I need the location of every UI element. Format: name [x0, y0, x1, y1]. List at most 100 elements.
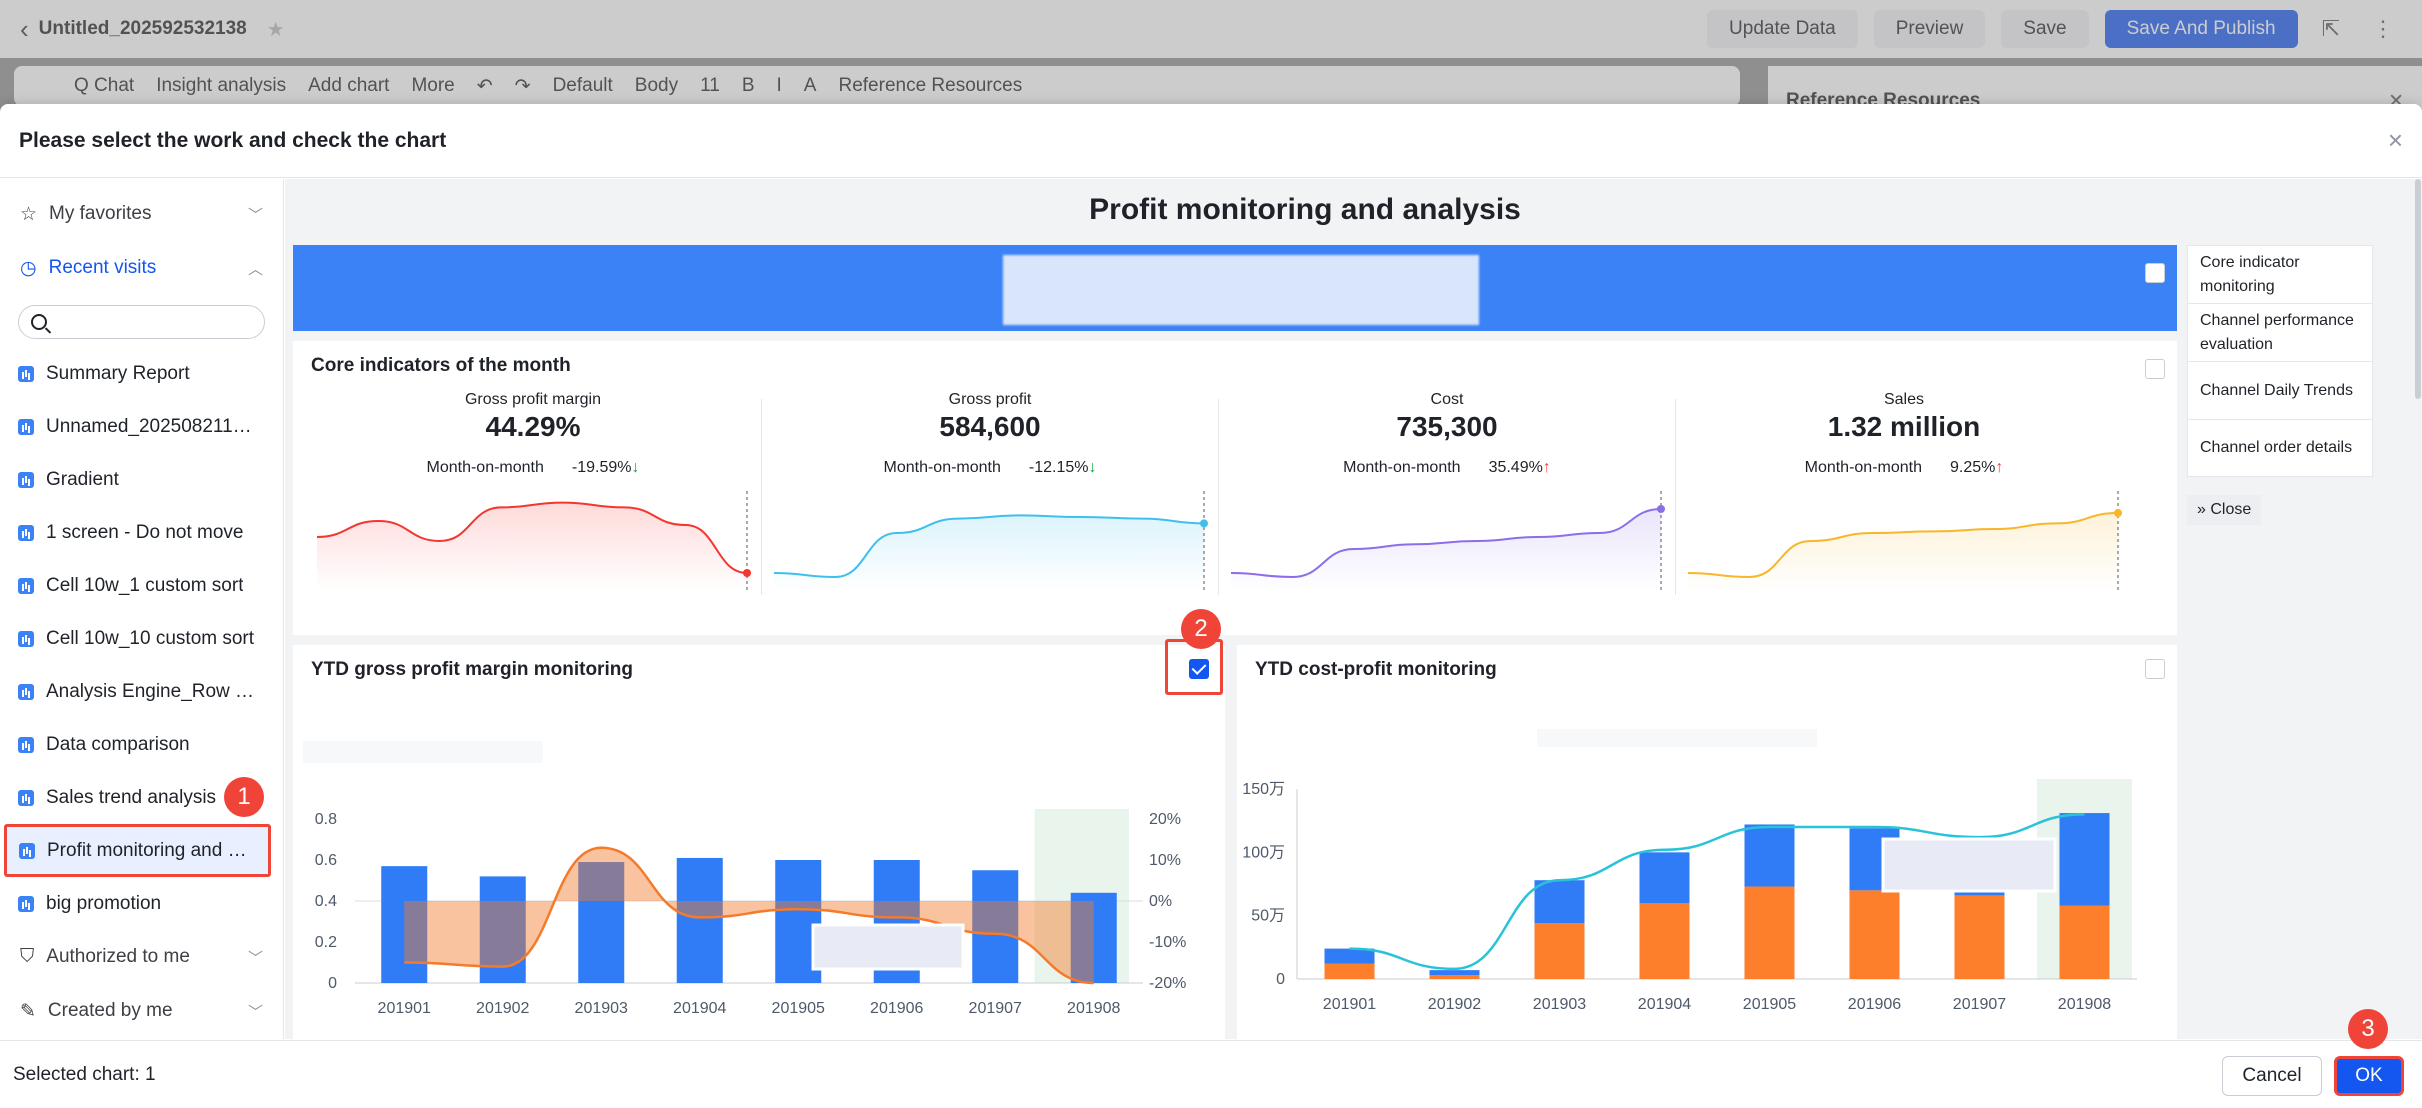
chart-icon — [18, 630, 34, 647]
kpi-mom-label: Month-on-month — [883, 459, 1001, 476]
toolbar-body[interactable]: Body — [634, 75, 679, 96]
created-by-me-group[interactable]: ✎ Created by me ﹀ — [0, 984, 283, 1038]
stacked-bar-top — [1744, 824, 1795, 887]
work-item-1-screen[interactable]: 1 screen - Do not move — [0, 506, 283, 559]
work-search-input[interactable] — [18, 305, 265, 339]
work-item-profit-monitoring[interactable]: Profit monitoring and a... — [4, 824, 271, 877]
x-tick-label: 201904 — [673, 1000, 726, 1017]
kpi-sparkline — [317, 491, 751, 591]
chart-icon — [18, 895, 34, 912]
toolbar-reference-resources[interactable]: Reference Resources — [838, 75, 1023, 96]
edit-icon: ✎ — [20, 1000, 36, 1022]
kpi-mom-value: 9.25% — [1950, 459, 1996, 476]
work-item-big-promotion[interactable]: big promotion — [0, 877, 283, 930]
toolbar-more[interactable]: More — [411, 75, 455, 96]
sparkline-area — [774, 515, 1204, 591]
work-item-label: Analysis Engine_Row a... — [46, 680, 256, 702]
outline-item-order-details[interactable]: Channel order details — [2187, 419, 2373, 477]
kpi-sparkline — [1231, 491, 1665, 591]
x-tick-label: 201903 — [1533, 996, 1586, 1013]
x-tick-label: 201908 — [1067, 1000, 1120, 1017]
work-item-unnamed[interactable]: Unnamed_2025082116... — [0, 400, 283, 453]
ok-button[interactable]: OK — [2334, 1056, 2404, 1096]
chart-title: YTD gross profit margin monitoring — [311, 659, 633, 680]
core-indicators-checkbox[interactable] — [2145, 359, 2165, 379]
kpi-divider — [1218, 399, 1219, 595]
chart-icon — [18, 577, 34, 594]
toolbar-italic[interactable]: I — [776, 75, 782, 96]
toolbar-default[interactable]: Default — [552, 75, 613, 96]
doc-title: Untitled_202592532138 — [38, 18, 247, 39]
work-item-analysis-engine[interactable]: Analysis Engine_Row a... — [0, 665, 283, 718]
work-item-sales-trend[interactable]: Sales trend analysis — [0, 771, 283, 824]
work-item-gradient[interactable]: Gradient — [0, 453, 283, 506]
stacked-bar-bottom — [1534, 923, 1585, 979]
undo-icon[interactable]: ↶ — [476, 75, 493, 97]
preview-scrollbar[interactable] — [2415, 179, 2421, 399]
stacked-bar-bottom — [1324, 963, 1375, 979]
outline-item-channel-performance[interactable]: Channel performance evaluation — [2187, 303, 2373, 361]
x-tick-label: 201901 — [1323, 996, 1376, 1013]
legend-placeholder — [303, 741, 543, 763]
ytd-cost-profit-chart: 0 50万 100万 150万 201901 201902 201903 201904 2019… — [1242, 729, 2137, 1013]
arrow-up-icon: ↑ — [1995, 459, 2004, 476]
star-outline-icon: ☆ — [20, 203, 38, 225]
authorized-to-me-group[interactable]: ⛉ Authorized to me ﹀ — [0, 930, 283, 984]
redo-icon[interactable]: ↷ — [514, 75, 531, 97]
toolbar-q-chat[interactable]: Q Chat — [74, 75, 135, 96]
work-item-cell-10w-10[interactable]: Cell 10w_10 custom sort — [0, 612, 283, 665]
chart-icon — [18, 365, 34, 382]
banner-checkbox[interactable] — [2145, 263, 2165, 283]
y-tick-label: 0.2 — [315, 934, 337, 951]
work-item-label: Sales trend analysis — [46, 786, 217, 808]
line-series — [1349, 813, 2085, 971]
work-item-summary-report[interactable]: Summary Report — [0, 347, 283, 400]
ytd-cost-profit-checkbox[interactable] — [2145, 659, 2165, 679]
report-outline: Core indicator monitoring Channel perfor… — [2187, 245, 2373, 477]
y2-tick-label: 10% — [1149, 852, 1181, 869]
toolbar-add-chart[interactable]: Add chart — [308, 75, 390, 96]
save-button[interactable]: Save — [2001, 10, 2089, 48]
stacked-bar-bottom — [1429, 975, 1480, 979]
preview-button[interactable]: Preview — [1873, 10, 1986, 48]
chart-icon — [18, 683, 34, 700]
outline-item-daily-trends[interactable]: Channel Daily Trends — [2187, 361, 2373, 419]
sparkline-line — [317, 501, 748, 574]
toolbar-font-color[interactable]: A — [803, 75, 817, 96]
outline-close-button[interactable]: » Close — [2187, 495, 2262, 525]
back-icon[interactable]: ‹ — [20, 13, 29, 44]
outline-item-core[interactable]: Core indicator monitoring — [2187, 245, 2373, 303]
update-data-button[interactable]: Update Data — [1707, 10, 1858, 48]
recent-visits-group[interactable]: ◷ Recent visits ︿ — [0, 241, 283, 295]
work-item-label: big promotion — [46, 892, 162, 914]
work-item-cell-10w-1[interactable]: Cell 10w_1 custom sort — [0, 559, 283, 612]
kpi-mom: Month-on-month -19.59%↓ — [305, 459, 761, 477]
work-item-label: Summary Report — [46, 362, 190, 384]
ytd-gross-margin-checkbox[interactable] — [1189, 659, 1209, 679]
modal-close-icon[interactable]: × — [2387, 125, 2403, 155]
double-chevron-icon: » — [2197, 501, 2211, 518]
x-tick-label: 201908 — [2058, 996, 2111, 1013]
shield-icon: ⛉ — [20, 946, 35, 967]
x-tick-label: 201901 — [378, 1000, 431, 1017]
bar — [578, 862, 625, 983]
stacked-bar-top — [1429, 970, 1480, 976]
kpi-value: 584,600 — [939, 411, 1041, 442]
share-icon[interactable]: ⇱ — [2321, 16, 2340, 41]
toolbar-font-size[interactable]: 11 — [700, 75, 720, 96]
toolbar-bold[interactable]: B — [741, 75, 755, 96]
kpi-mom-value: -19.59% — [571, 459, 632, 476]
work-item-data-comparison[interactable]: Data comparison — [0, 718, 283, 771]
cancel-button[interactable]: Cancel — [2222, 1056, 2322, 1096]
authorized-label: Authorized to me — [46, 946, 190, 967]
toolbar-insight-analysis[interactable]: Insight analysis — [156, 75, 287, 96]
star-icon[interactable]: ★ — [266, 18, 285, 41]
my-favorites-group[interactable]: ☆ My favorites ﹀ — [0, 187, 283, 241]
y-tick-label: 100万 — [1242, 844, 1285, 861]
more-vertical-icon[interactable]: ⋮ — [2372, 16, 2394, 41]
save-and-publish-button[interactable]: Save And Publish — [2104, 10, 2298, 48]
y2-tick-label: 20% — [1149, 811, 1181, 828]
stacked-bar-bottom — [1849, 890, 1900, 979]
work-item-label: Data comparison — [46, 733, 190, 755]
close-icon[interactable]: ✕ — [2388, 91, 2404, 112]
